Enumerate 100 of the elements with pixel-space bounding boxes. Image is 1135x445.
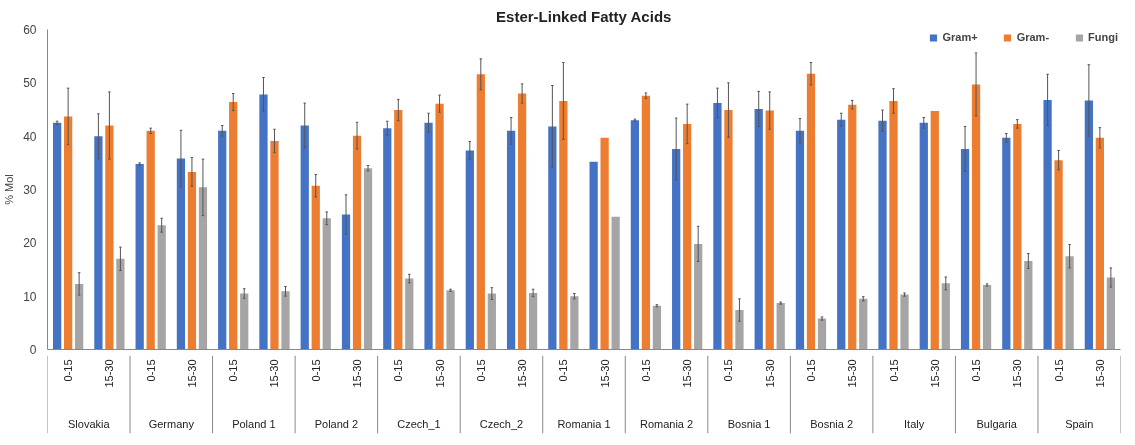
bar bbox=[198, 187, 208, 350]
bar bbox=[776, 303, 785, 350]
category-label: Poland 1 bbox=[232, 418, 276, 431]
bar bbox=[105, 125, 114, 350]
y-tick-label: 20 bbox=[23, 236, 37, 251]
bar bbox=[476, 74, 485, 350]
bar bbox=[1054, 160, 1063, 350]
bar bbox=[259, 94, 268, 350]
bar bbox=[754, 108, 763, 350]
bar bbox=[300, 125, 309, 350]
bar bbox=[930, 111, 939, 350]
bar bbox=[116, 258, 125, 350]
bar bbox=[611, 216, 620, 350]
bar bbox=[837, 119, 846, 350]
bar bbox=[270, 140, 279, 350]
bar bbox=[146, 130, 155, 350]
bar bbox=[517, 93, 527, 350]
category-label: 0-15 bbox=[227, 359, 240, 382]
category-label: 15-30 bbox=[1093, 359, 1106, 388]
bar bbox=[64, 116, 73, 350]
category-label: Czech_2 bbox=[479, 418, 524, 431]
bar bbox=[1095, 137, 1104, 350]
bar bbox=[176, 158, 186, 350]
y-tick-label: 60 bbox=[23, 23, 37, 37]
category-label: Italy bbox=[904, 418, 925, 431]
category-label: 15-30 bbox=[598, 359, 611, 388]
bar bbox=[806, 73, 816, 350]
bar bbox=[363, 168, 373, 350]
category-label: 15-30 bbox=[103, 359, 116, 388]
bar bbox=[724, 110, 733, 350]
bar bbox=[240, 293, 249, 350]
bar bbox=[919, 122, 928, 350]
bar bbox=[960, 148, 970, 350]
category-label: 15-30 bbox=[185, 359, 198, 388]
bar bbox=[848, 104, 857, 350]
bar bbox=[341, 214, 351, 350]
bar bbox=[1013, 123, 1022, 350]
bar bbox=[1106, 277, 1115, 350]
category-label: 15-30 bbox=[268, 359, 281, 388]
bar bbox=[394, 110, 403, 350]
bar bbox=[187, 171, 197, 350]
y-tick-label: 10 bbox=[23, 289, 37, 304]
category-label: 0-15 bbox=[722, 359, 735, 382]
bar bbox=[683, 123, 692, 350]
bar bbox=[982, 284, 992, 350]
bar bbox=[941, 283, 950, 350]
bar bbox=[383, 128, 392, 350]
bar bbox=[971, 84, 981, 350]
bar bbox=[229, 102, 238, 350]
category-label: 0-15 bbox=[474, 359, 487, 382]
bar bbox=[528, 292, 538, 350]
bar bbox=[589, 161, 598, 350]
bar bbox=[352, 135, 362, 350]
y-tick-label: 30 bbox=[23, 183, 37, 197]
bar bbox=[559, 100, 568, 350]
bar bbox=[75, 283, 84, 350]
category-label: 0-15 bbox=[970, 359, 983, 382]
bar bbox=[713, 103, 722, 350]
category-label: Bosnia 2 bbox=[810, 418, 854, 431]
bar bbox=[487, 293, 496, 350]
bar bbox=[157, 225, 166, 350]
bar bbox=[672, 148, 681, 350]
bar bbox=[465, 150, 474, 350]
bar bbox=[817, 318, 827, 350]
bar bbox=[53, 122, 62, 350]
category-label: 15-30 bbox=[516, 359, 529, 388]
category-label: 0-15 bbox=[804, 359, 817, 382]
bar bbox=[322, 218, 331, 350]
category-label: 15-30 bbox=[681, 359, 694, 388]
y-tick-label: 40 bbox=[23, 129, 37, 144]
bar bbox=[1002, 137, 1011, 350]
bar bbox=[900, 294, 909, 350]
category-label: 0-15 bbox=[392, 359, 405, 382]
bar bbox=[135, 163, 144, 350]
bar bbox=[641, 95, 651, 350]
bar bbox=[218, 130, 227, 350]
category-label: 15-30 bbox=[846, 359, 859, 388]
bar bbox=[311, 185, 320, 350]
legend-label: Gram- bbox=[1016, 31, 1050, 43]
chart-title: Ester-Linked Fatty Acids bbox=[496, 7, 672, 25]
bar bbox=[570, 296, 579, 350]
y-tick-label: 50 bbox=[23, 76, 37, 91]
bar bbox=[548, 126, 557, 350]
bar bbox=[1043, 99, 1052, 350]
category-label: 0-15 bbox=[144, 359, 157, 382]
category-label: Poland 2 bbox=[314, 418, 359, 431]
category-label: Czech_1 bbox=[397, 418, 441, 431]
bar bbox=[435, 103, 444, 350]
bar bbox=[506, 130, 516, 350]
bar bbox=[735, 310, 744, 350]
category-label: 15-30 bbox=[1011, 359, 1024, 388]
bar bbox=[652, 305, 662, 350]
bar bbox=[446, 290, 455, 350]
bar bbox=[281, 291, 290, 350]
category-label: 15-30 bbox=[433, 359, 446, 388]
legend-label: Gram+ bbox=[942, 31, 978, 43]
category-label: Bosnia 1 bbox=[727, 418, 771, 431]
bar bbox=[94, 136, 103, 350]
category-label: 0-15 bbox=[557, 359, 570, 382]
category-label: Bulgaria bbox=[976, 418, 1017, 431]
